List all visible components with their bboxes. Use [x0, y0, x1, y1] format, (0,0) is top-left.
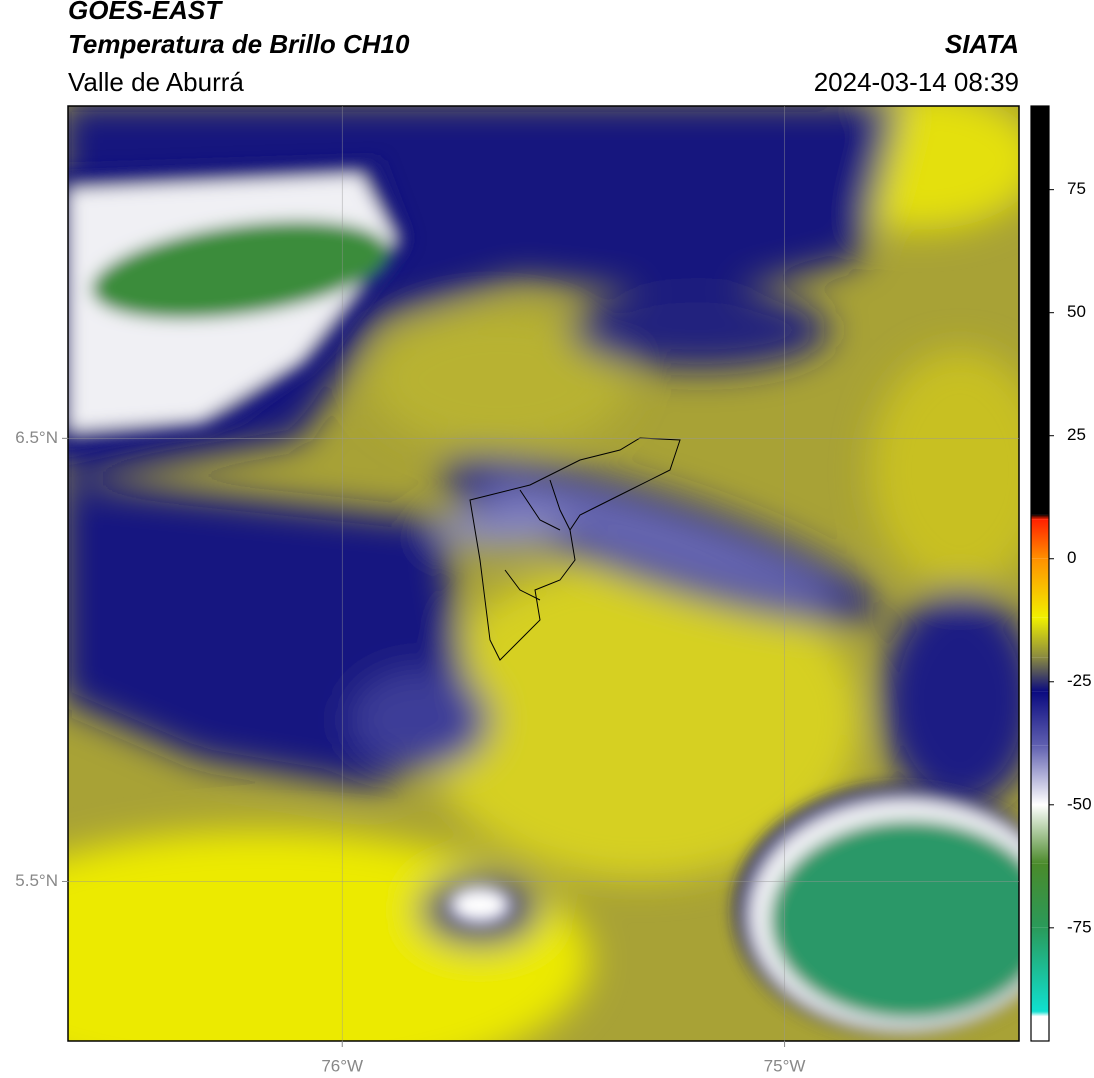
colorbar-tick-label: 0 [1067, 548, 1076, 567]
colorbar-segment [1031, 745, 1049, 805]
colorbar-segment [1031, 617, 1049, 658]
colorbar-tick-label: 50 [1067, 302, 1086, 321]
y-tick-label: 5.5°N [15, 871, 58, 890]
colorbar-segment [1031, 657, 1049, 692]
region: Valle de Aburrá [68, 67, 244, 97]
subtitle: Temperatura de Brillo CH10 [68, 29, 410, 59]
colorbar-segment [1031, 691, 1049, 746]
colorbar-segment [1031, 927, 1049, 1012]
colorbar-segment [1031, 1011, 1049, 1017]
colorbar: 75 50 25 0 -25 -50 -75 [1030, 105, 1092, 1042]
colorbar-tick-label: -75 [1067, 917, 1092, 936]
colorbar-tick-label: 25 [1067, 425, 1086, 444]
x-tick-label: 75°W [764, 1056, 806, 1075]
colorbar-segment [1031, 514, 1049, 520]
grid: 76°W 75°W 6.5°N 5.5°N [15, 106, 1019, 1075]
colorbar-segment [1031, 106, 1049, 515]
colorbar-tick-label: -25 [1067, 671, 1092, 690]
colorbar-segment [1031, 1016, 1049, 1041]
colorbar-segment [1031, 519, 1049, 559]
colorbar-segment [1031, 558, 1049, 618]
map-frame [67, 105, 1020, 1042]
source: SIATA [945, 29, 1019, 59]
colorbar-segment [1031, 804, 1049, 864]
satellite-image [68, 106, 1019, 1041]
colorbar-tick-label: -50 [1067, 794, 1092, 813]
y-tick-label: 6.5°N [15, 428, 58, 447]
colorbar-tick-label: 75 [1067, 179, 1086, 198]
title: GOES-EAST [68, 0, 223, 25]
x-tick-label: 76°W [321, 1056, 363, 1075]
datetime: 2024-03-14 08:39 [814, 67, 1019, 97]
colorbar-segment [1031, 863, 1049, 928]
colorbar-frame [1030, 105, 1050, 1042]
